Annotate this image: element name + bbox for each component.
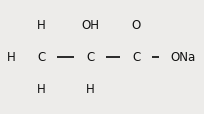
Text: C: C: [37, 51, 45, 63]
Text: OH: OH: [81, 19, 99, 32]
Text: C: C: [86, 51, 94, 63]
Text: ONa: ONa: [170, 51, 195, 63]
Text: O: O: [131, 19, 140, 32]
Text: H: H: [37, 82, 45, 95]
Text: H: H: [37, 19, 45, 32]
Text: C: C: [132, 51, 140, 63]
Text: H: H: [7, 51, 16, 63]
Text: H: H: [85, 82, 94, 95]
